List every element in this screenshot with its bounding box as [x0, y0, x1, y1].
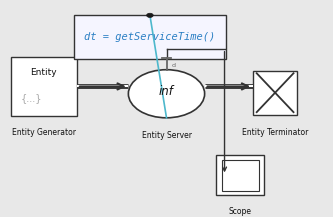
- Circle shape: [128, 70, 205, 118]
- Text: inf: inf: [159, 85, 174, 98]
- Text: Entity Generator: Entity Generator: [12, 128, 76, 137]
- FancyBboxPatch shape: [221, 160, 259, 191]
- FancyBboxPatch shape: [11, 57, 77, 116]
- Text: d: d: [171, 63, 175, 68]
- FancyBboxPatch shape: [74, 15, 226, 59]
- Circle shape: [147, 13, 153, 17]
- FancyBboxPatch shape: [253, 71, 297, 115]
- Text: {...}: {...}: [21, 93, 43, 103]
- Text: Entity Server: Entity Server: [142, 131, 191, 140]
- Text: Entity: Entity: [31, 69, 57, 77]
- Text: Scope: Scope: [229, 207, 252, 216]
- FancyBboxPatch shape: [216, 155, 264, 195]
- Text: dt = getServiceTime(): dt = getServiceTime(): [84, 32, 215, 42]
- Text: Entity Terminator: Entity Terminator: [242, 128, 308, 137]
